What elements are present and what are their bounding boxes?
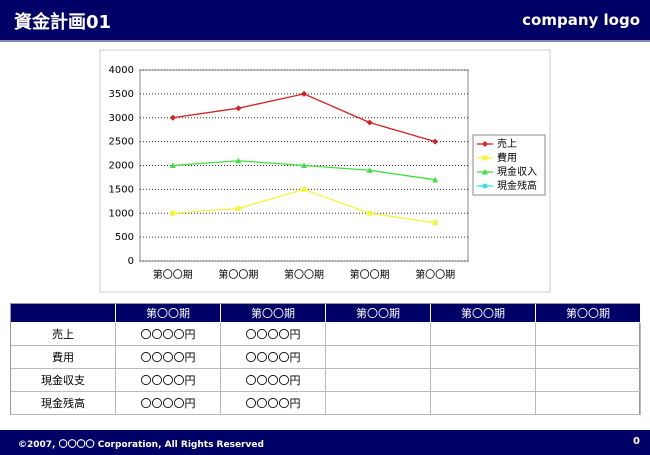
legend-label: 費用: [497, 151, 517, 164]
legend-label: 売上: [497, 137, 517, 150]
table-cell: [536, 392, 641, 415]
header-cell: 第〇〇期: [221, 304, 326, 323]
table-cell: [536, 346, 641, 369]
marker: [169, 114, 176, 121]
table-cell: [431, 369, 536, 392]
header-cell: 第〇〇期: [431, 304, 536, 323]
row-label: 費用: [11, 346, 116, 369]
table-cell: [536, 323, 641, 346]
table-cell: 〇〇〇〇円: [221, 369, 326, 392]
y-tick-label: 2500: [109, 137, 134, 148]
marker: [367, 210, 373, 216]
table-cell: [326, 323, 431, 346]
y-tick-label: 1500: [109, 184, 134, 195]
marker: [301, 90, 307, 97]
marker: [170, 210, 176, 216]
x-tick-label: 第〇〇期: [350, 268, 390, 281]
table-cell: 〇〇〇〇円: [116, 369, 221, 392]
marker: [482, 183, 488, 189]
row-label: 現金収支: [11, 369, 116, 392]
table-cell: 〇〇〇〇円: [116, 323, 221, 346]
marker: [169, 162, 176, 168]
y-tick-label: 0: [128, 256, 134, 267]
marker: [366, 167, 373, 173]
row-label: 現金残高: [11, 392, 116, 415]
table-cell: 〇〇〇〇円: [221, 323, 326, 346]
marker: [301, 186, 307, 192]
logo: company logo: [522, 11, 640, 29]
marker: [301, 162, 307, 168]
table-cell: [536, 369, 641, 392]
header-cell: 第〇〇期: [116, 304, 221, 323]
header-cell: [11, 304, 116, 323]
x-tick-label: 第〇〇期: [284, 268, 324, 281]
header-cell: 第〇〇期: [536, 304, 641, 323]
table-cell: 〇〇〇〇円: [221, 392, 326, 415]
marker: [235, 205, 241, 211]
table-cell: [431, 392, 536, 415]
marker: [366, 119, 373, 126]
header-cell: 第〇〇期: [326, 304, 431, 323]
marker: [482, 141, 488, 147]
footer-bar: ©2007, 〇〇〇〇 Corporation, All Rights Rese…: [0, 430, 650, 455]
marker: [432, 220, 438, 226]
table-cell: [431, 323, 536, 346]
table-cell: 〇〇〇〇円: [221, 346, 326, 369]
y-tick-label: 3000: [109, 113, 134, 124]
table-cell: [431, 346, 536, 369]
legend-label: 現金残高: [497, 179, 537, 192]
title: 資金計画01: [14, 12, 112, 33]
legend-label: 現金収入: [497, 165, 537, 178]
x-tick-label: 第〇〇期: [415, 268, 455, 281]
marker: [482, 169, 488, 175]
table-cell: [326, 392, 431, 415]
table: 第〇〇期 第〇〇期 第〇〇期 第〇〇期 第〇〇期 売上 〇〇〇〇円 〇〇〇〇円 費用 〇〇〇〇円〇…: [10, 303, 641, 415]
table-cell: 〇〇〇〇円: [116, 346, 221, 369]
chart: 0 500 1000 1500 2000 2500 3000 3500 4000 第〇〇期 第〇〇期…: [99, 49, 551, 293]
marker: [235, 105, 242, 112]
y-tick-label: 500: [115, 232, 134, 243]
table-cell: [326, 346, 431, 369]
x-tick-label: 第〇〇期: [218, 268, 258, 281]
marker: [432, 138, 439, 145]
page-number: 0: [633, 436, 640, 447]
y-tick-label: 1000: [109, 208, 134, 219]
marker: [432, 176, 439, 183]
y-tick-label: 2000: [109, 161, 134, 172]
marker: [235, 157, 242, 164]
copyright: ©2007, 〇〇〇〇 Corporation, All Rights Rese…: [18, 440, 264, 450]
table-cell: [326, 369, 431, 392]
marker: [482, 155, 488, 161]
header-bar: 資金計画01 company logo: [0, 0, 650, 42]
y-tick-label: 4000: [109, 65, 134, 76]
x-tick-label: 第〇〇期: [153, 268, 193, 281]
table-cell: 〇〇〇〇円: [116, 392, 221, 415]
row-label: 売上: [11, 323, 116, 346]
y-tick-label: 3500: [109, 89, 134, 100]
